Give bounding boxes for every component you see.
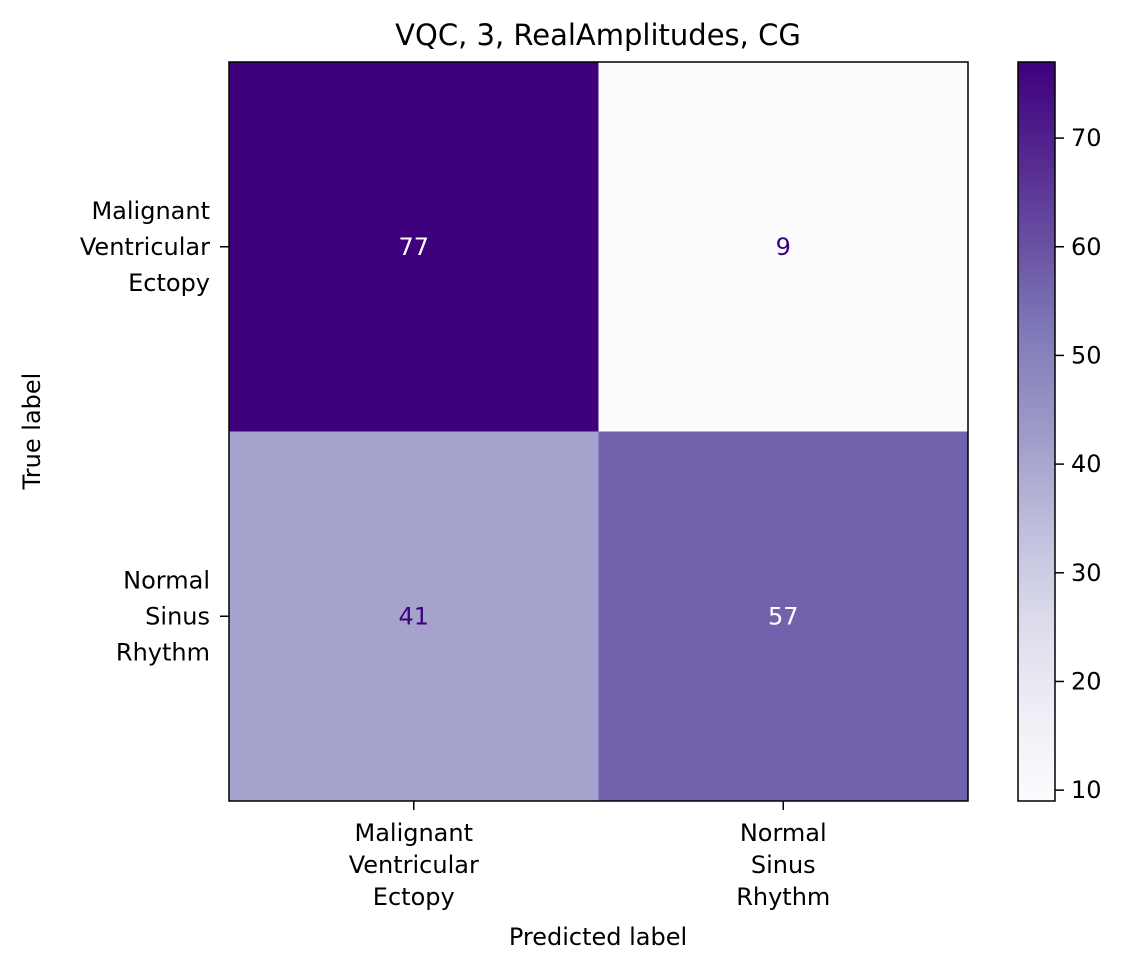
colorbar-tick-label: 20 <box>1071 667 1102 695</box>
y-tick-label: Malignant Ventricular Ectopy <box>80 197 210 297</box>
colorbar <box>1017 61 1056 802</box>
x-tick-label: Malignant Ventricular Ectopy <box>349 819 479 911</box>
x-axis-ticks: Malignant Ventricular Ectopy Normal Sinus Rhy… <box>349 801 830 911</box>
colorbar-tick-label: 50 <box>1071 341 1102 369</box>
heatmap-cell <box>229 431 599 802</box>
cell-value-label: 57 <box>768 602 799 630</box>
colorbar-tick-label: 10 <box>1071 776 1102 804</box>
cell-value-label: 41 <box>398 602 429 630</box>
y-axis-label: True label <box>18 373 46 491</box>
plot-frame <box>228 61 969 802</box>
colorbar-tick-label: 70 <box>1071 124 1102 152</box>
heatmap-cell <box>229 62 599 432</box>
x-tick-label: Normal Sinus Rhythm <box>736 819 830 911</box>
y-axis-ticks: Malignant Ventricular Ectopy Normal Sinus Rhy… <box>80 197 229 666</box>
colorbar-ticks: 10 20 30 40 50 60 70 <box>1055 124 1102 804</box>
heatmap-cell <box>598 431 969 802</box>
colorbar-tick-label: 30 <box>1071 559 1102 587</box>
cell-value-label: 9 <box>776 233 791 261</box>
chart-title: VQC, 3, RealAmplitudes, CG <box>395 18 801 52</box>
heatmap-cell <box>598 62 969 432</box>
heatmap-cells: 77 9 41 57 <box>229 62 969 802</box>
y-tick-label: Normal Sinus Rhythm <box>116 566 210 666</box>
colorbar-tick-label: 40 <box>1071 450 1102 478</box>
colorbar-tick-label: 60 <box>1071 233 1102 261</box>
x-axis-label: Predicted label <box>509 923 687 951</box>
cell-value-label: 77 <box>398 233 429 261</box>
